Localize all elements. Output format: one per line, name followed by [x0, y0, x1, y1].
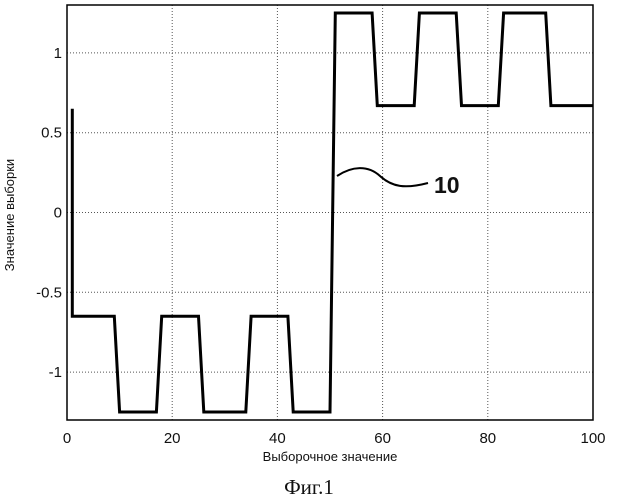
- y-tick-label: 1: [54, 45, 62, 62]
- y-tick-label: 0: [54, 205, 62, 222]
- x-tick-label: 60: [374, 430, 391, 447]
- figure-caption: Фиг.1: [284, 475, 334, 499]
- y-tick-label: -1: [49, 364, 62, 381]
- y-tick-label: -0.5: [36, 284, 62, 301]
- x-tick-label: 0: [63, 430, 71, 447]
- x-ticks: 0 20 40 60 80 100: [63, 430, 606, 447]
- x-axis-label: Выборочное значение: [263, 449, 398, 464]
- x-tick-label: 20: [164, 430, 181, 447]
- y-ticks: -1 -0.5 0 0.5 1: [36, 45, 62, 381]
- x-tick-label: 100: [580, 430, 605, 447]
- y-axis-label: Значение выборки: [2, 159, 17, 271]
- y-tick-label: 0.5: [41, 125, 62, 142]
- x-tick-label: 80: [479, 430, 496, 447]
- annotation-label: 10: [434, 172, 460, 198]
- x-tick-label: 40: [269, 430, 286, 447]
